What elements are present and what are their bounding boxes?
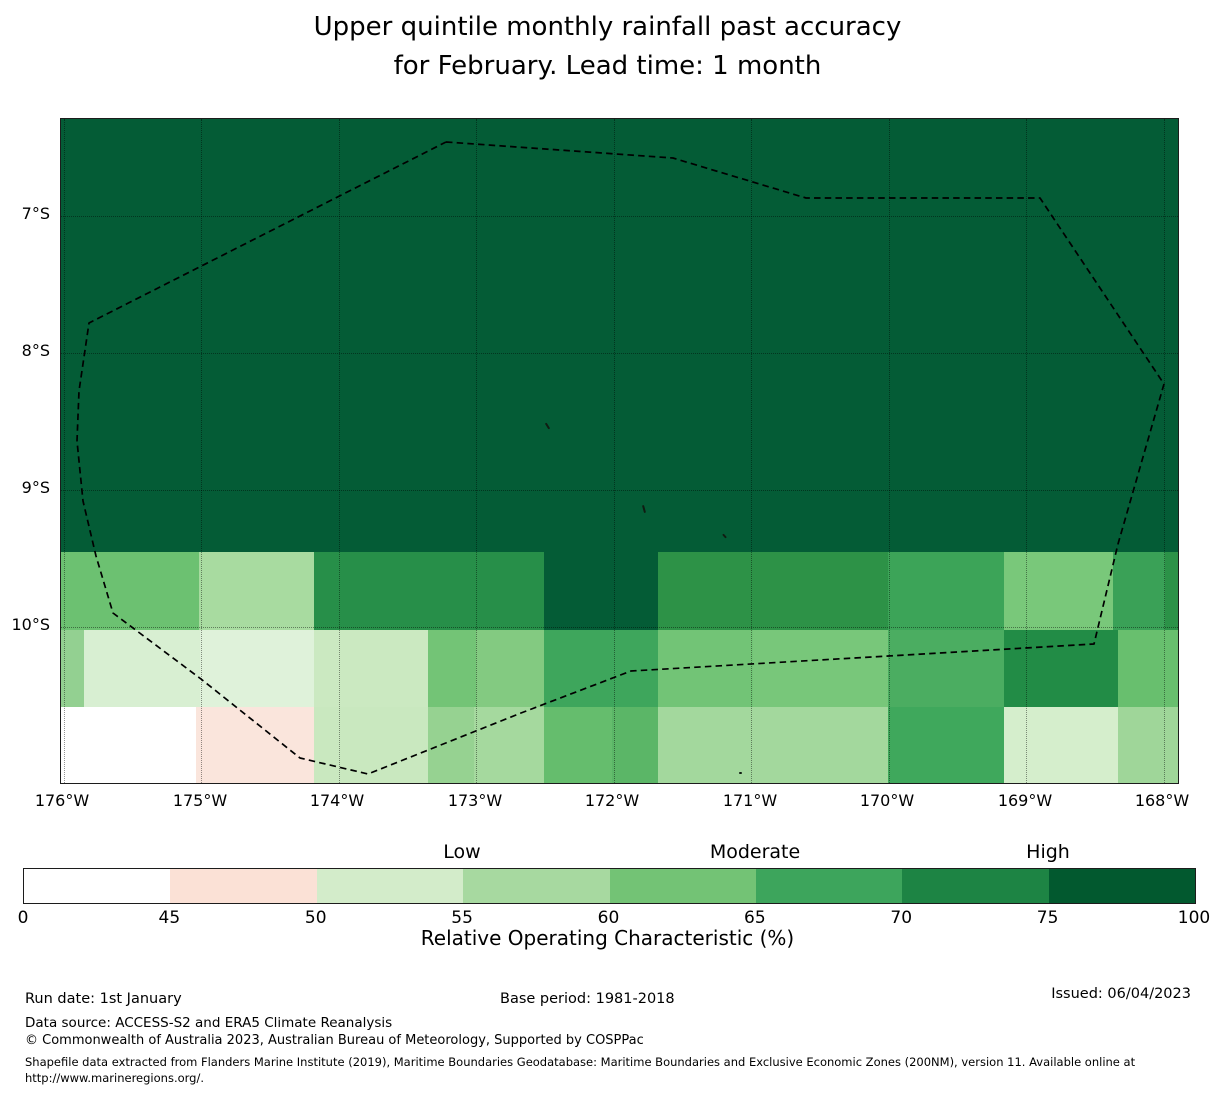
longitude-gridline [613,119,615,783]
footer-shapefile-line1: Shapefile data extracted from Flanders M… [25,1055,1136,1069]
colorbar-axis-title: Relative Operating Characteristic (%) [420,926,795,950]
colorbar [23,868,1196,904]
map-cell [888,630,1004,707]
map-cell [61,707,196,783]
footer-copyright: © Commonwealth of Australia 2023, Austra… [25,1033,644,1048]
colorbar-segment [24,869,171,903]
lon-tick-label: 176°W [34,791,90,810]
lon-tick-label: 170°W [859,791,915,810]
lon-tick-label: 169°W [997,791,1053,810]
map-cell [753,630,888,707]
map-cell [544,630,658,707]
chart-title-line2: for February. Lead time: 1 month [393,51,822,81]
map-cell [1165,552,1178,630]
colorbar-tick-label: 55 [451,908,473,928]
lon-tick-label: 168°W [1134,791,1190,810]
colorbar-tick-label: 100 [1177,908,1211,928]
latitude-gridline [61,490,1178,491]
map-cell [314,630,428,707]
latitude-gridline [61,627,1178,628]
map-cell [200,630,314,707]
colorbar-tick-label: 0 [17,908,29,928]
map-cell [888,552,1004,630]
latitude-gridline [61,353,1178,354]
longitude-gridline [1026,119,1027,783]
colorbar-segment [316,869,464,903]
colorbar-segment [463,869,610,903]
colorbar-category-label: High [1026,841,1070,863]
chart-title-line1: Upper quintile monthly rainfall past acc… [313,12,902,42]
map-cell [428,707,474,783]
map-cell [476,630,544,707]
map-canvas [60,118,1179,784]
map-cell [1004,707,1118,783]
map-cell [61,119,1178,552]
longitude-gridline [751,119,752,783]
map-cell [196,707,314,783]
colorbar-category-label: Low [443,841,481,863]
map-cell [1004,552,1113,630]
map-cell [658,630,753,707]
colorbar-tick-label: 70 [890,908,913,928]
colorbar-tick-label: 65 [744,908,766,928]
map-cell [314,707,428,783]
footer-shapefile-attribution: Shapefile data extracted from Flanders M… [25,1054,1195,1086]
footer-shapefile-line2: http://www.marineregions.org/. [25,1071,204,1085]
map-cell [314,552,544,630]
colorbar-segment [609,869,756,903]
footer-base-period: Base period: 1981-2018 [500,991,675,1007]
lon-tick-label: 172°W [584,791,640,810]
map-cell [474,707,544,783]
colorbar-segment [902,869,1049,903]
lat-tick-label: 9°S [21,478,50,497]
map-cell [658,552,888,630]
footer-issued: Issued: 06/04/2023 [1051,986,1191,1002]
lon-tick-label: 174°W [309,791,365,810]
map-cell [84,630,200,707]
colorbar-segment [1048,869,1195,903]
lon-tick-label: 175°W [172,791,228,810]
map-cell [61,552,199,630]
map-cell [428,630,476,707]
longitude-gridline [201,119,202,783]
colorbar-tick-label: 50 [304,908,327,928]
map-cell [1113,552,1165,630]
latitude-gridline [61,216,1178,217]
lat-tick-label: 7°S [21,204,50,223]
map-cell [1004,630,1118,707]
colorbar-tick-label: 60 [597,908,620,928]
map-cell [199,552,314,630]
map-cell [544,707,612,783]
colorbar-category-label: Moderate [709,841,801,863]
longitude-gridline [888,119,890,783]
lat-tick-label: 10°S [11,615,50,634]
colorbar-tick-label: 75 [1036,908,1059,928]
map-cell [612,707,658,783]
longitude-gridline [1163,119,1165,783]
longitude-gridline [338,119,340,783]
island-mark [739,772,742,774]
footer-data-source: Data source: ACCESS-S2 and ERA5 Climate … [25,1015,393,1031]
map-cell [544,552,658,630]
lon-tick-label: 173°W [447,791,503,810]
footer-run-date: Run date: 1st January [25,991,182,1007]
colorbar-tick-label: 45 [158,908,181,928]
map-cell [1118,630,1178,707]
lon-tick-label: 171°W [722,791,778,810]
map-cell [658,707,888,783]
map-cell [888,707,1004,783]
longitude-gridline [476,119,477,783]
map-cell [1118,707,1178,783]
colorbar-segment [170,869,317,903]
colorbar-segment [755,869,903,903]
chart-title: Upper quintile monthly rainfall past acc… [0,8,1215,86]
lat-tick-label: 8°S [21,341,50,360]
longitude-gridline [63,119,65,783]
